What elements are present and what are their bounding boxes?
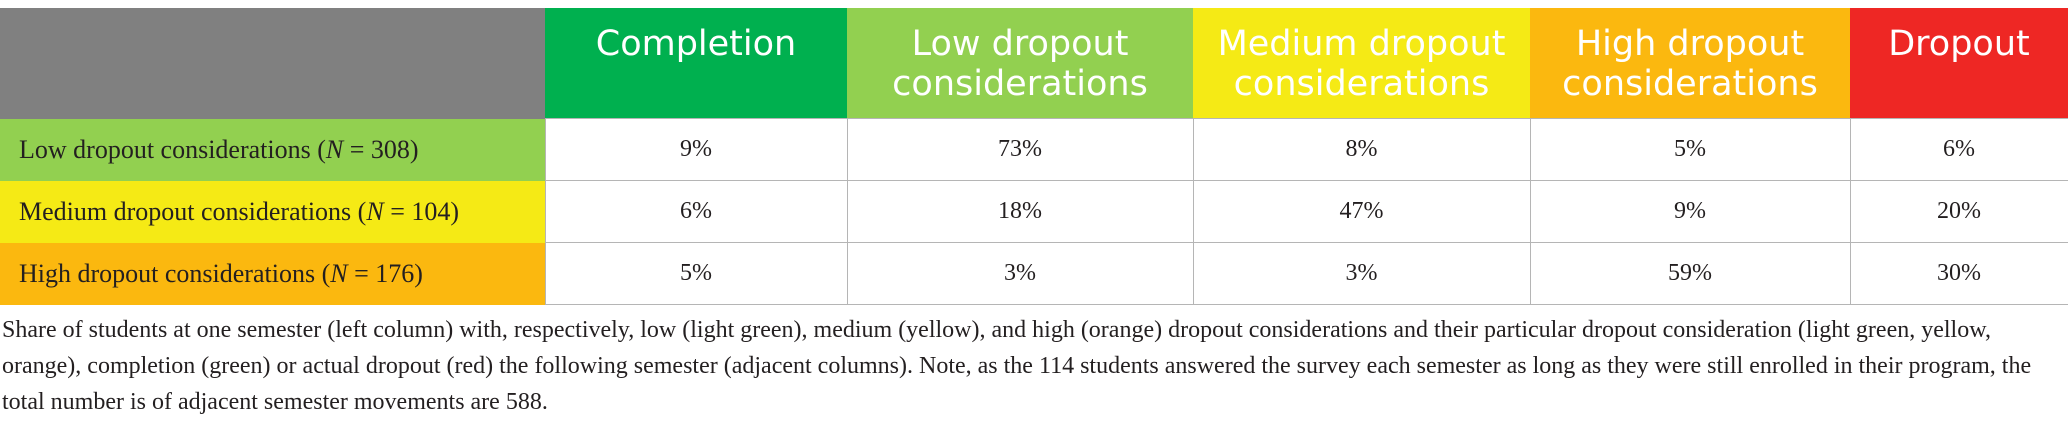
row-label-text: High dropout considerations ( [19, 258, 331, 288]
table-row: High dropout considerations (N = 176) 5%… [0, 242, 2068, 305]
table-caption: Share of students at one semester (left … [2, 317, 2032, 415]
n-symbol: N [330, 258, 348, 288]
header-corner-cell [0, 8, 545, 119]
transition-table-container: Completion Low dropout considerations Me… [0, 8, 2068, 305]
header-label: Completion [595, 24, 797, 64]
header-row: Completion Low dropout considerations Me… [0, 8, 2068, 119]
row-label-high: High dropout considerations (N = 176) [0, 242, 545, 305]
n-symbol: N [325, 134, 344, 164]
table-cell: 18% [846, 180, 1194, 243]
table-cell: 3% [1192, 242, 1531, 305]
header-label: High dropout considerations [1562, 24, 1818, 104]
header-label: Medium dropout considerations [1217, 24, 1506, 104]
n-value: = 104) [383, 196, 460, 226]
table-cell: 9% [1529, 180, 1851, 243]
header-medium-dropout: Medium dropout considerations [1193, 8, 1530, 119]
header-high-dropout: High dropout considerations [1530, 8, 1850, 119]
header-label: Dropout [1888, 24, 2030, 64]
table-cell: 5% [544, 242, 848, 305]
table-cell: 73% [846, 118, 1194, 181]
n-value: = 308) [343, 134, 419, 164]
header-dropout: Dropout [1850, 8, 2068, 119]
table-row: Low dropout considerations (N = 308) 9% … [0, 118, 2068, 181]
table-cell: 6% [544, 180, 848, 243]
row-label-medium: Medium dropout considerations (N = 104) [0, 180, 545, 243]
table-cell: 30% [1849, 242, 2068, 305]
table-cell: 9% [544, 118, 848, 181]
n-symbol: N [366, 196, 384, 226]
row-label-text: Medium dropout considerations ( [19, 196, 367, 226]
table-cell: 59% [1529, 242, 1851, 305]
row-label-text: Low dropout considerations ( [19, 134, 326, 164]
table-cell: 8% [1192, 118, 1531, 181]
header-completion: Completion [545, 8, 847, 119]
header-low-dropout: Low dropout considerations [847, 8, 1193, 119]
table-cell: 6% [1849, 118, 2068, 181]
n-value: = 176) [347, 258, 423, 288]
header-label: Low dropout considerations [892, 24, 1148, 104]
table-row: Medium dropout considerations (N = 104) … [0, 180, 2068, 243]
table-cell: 5% [1529, 118, 1851, 181]
dropout-transition-table: Completion Low dropout considerations Me… [0, 8, 2068, 305]
table-cell: 3% [846, 242, 1194, 305]
row-label-low: Low dropout considerations (N = 308) [0, 118, 545, 181]
table-cell: 47% [1192, 180, 1531, 243]
table-cell: 20% [1849, 180, 2068, 243]
